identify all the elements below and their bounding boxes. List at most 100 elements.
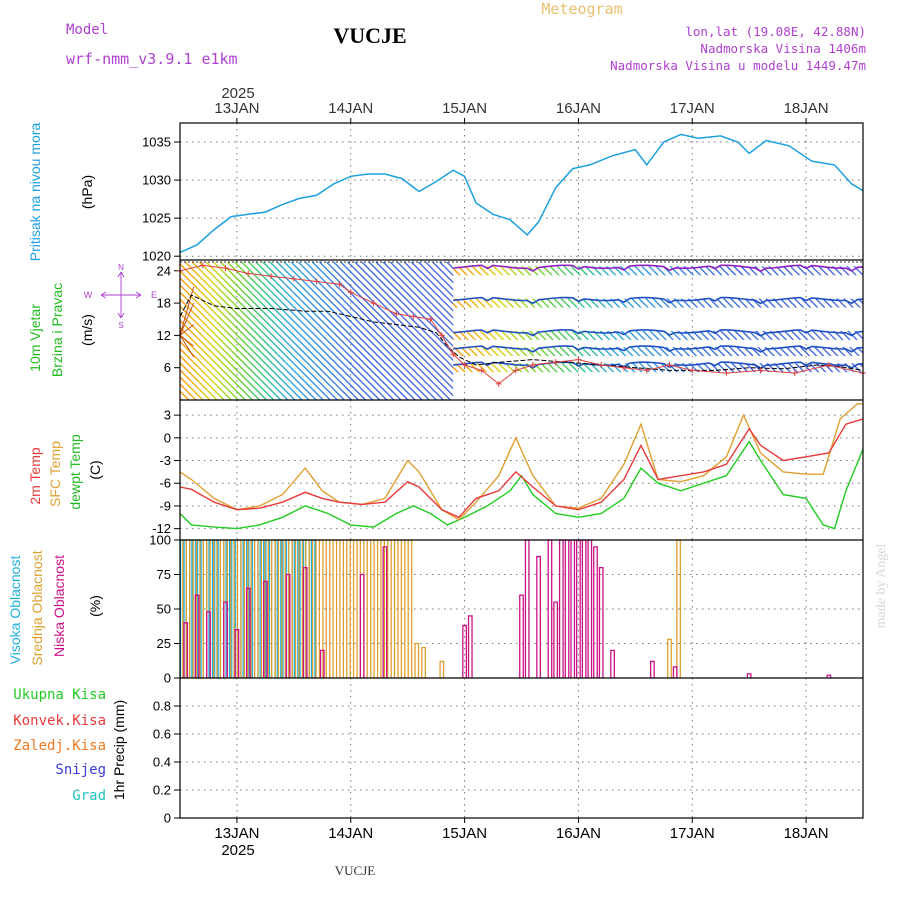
wind-gust-marker xyxy=(370,300,377,307)
wind-fan-line xyxy=(179,335,195,358)
compass-s: S xyxy=(118,321,123,330)
day-label-bottom: 16JAN xyxy=(556,825,601,842)
wind-hatch-early xyxy=(180,262,454,400)
y-tick-label: 50 xyxy=(157,602,171,617)
wind-gust-marker xyxy=(723,370,730,377)
y-tick-label: 1025 xyxy=(142,211,171,226)
model-label: Model xyxy=(66,22,108,38)
low-cloud-bar xyxy=(593,546,598,678)
precip-legend-snow: Snijeg xyxy=(55,762,106,778)
y-tick-label: 1030 xyxy=(142,173,171,188)
low-cloud-bar xyxy=(587,539,593,678)
compass-w: W xyxy=(84,290,93,300)
y-tick-label: 0.8 xyxy=(153,699,171,714)
wind-axis-title-2: Brzina i Pravac xyxy=(49,283,65,377)
low-cloud-bar xyxy=(359,573,365,678)
mid-cloud-bar xyxy=(387,539,392,678)
plot-frame xyxy=(179,122,864,819)
y-tick-label: 25 xyxy=(157,636,171,651)
wind-gust-marker xyxy=(245,270,252,277)
day-label-bottom: 15JAN xyxy=(442,825,487,842)
wind-gust-marker xyxy=(393,310,400,317)
wind-gust-marker xyxy=(427,316,434,323)
wind-gust-marker xyxy=(461,362,468,368)
wind-gust-marker xyxy=(268,273,275,280)
model-altitude-label: Nadmorska Visina u modelu 1449.47m xyxy=(610,58,866,73)
y-tick-label: -3 xyxy=(159,453,171,468)
footer-station: VUCJE xyxy=(335,863,376,878)
low-cloud-bar xyxy=(581,539,587,678)
temp-axis-unit: (C) xyxy=(87,460,103,479)
wind-gust-line xyxy=(179,264,864,385)
wind-speed-line xyxy=(179,294,864,371)
mid-cloud-bar xyxy=(439,660,445,678)
temp-axis-title-1: 2m Temp xyxy=(27,447,43,505)
low-cloud-bar xyxy=(576,539,581,678)
wind-bands xyxy=(180,262,863,400)
low-cloud-bar xyxy=(382,546,388,678)
low-cloud-bar xyxy=(319,649,325,678)
low-cloud-bar xyxy=(285,573,291,678)
mid-cloud-bar xyxy=(325,539,331,678)
y-tick-label: 1035 xyxy=(142,135,171,150)
compass-arrows xyxy=(100,271,142,319)
low-cloud-bar xyxy=(547,539,553,678)
low-cloud-bar xyxy=(570,539,576,678)
precip-axis-unit: 1hr Precip (mm) xyxy=(111,700,127,800)
day-label-bottom: 18JAN xyxy=(784,825,829,842)
cloud-axis-title-2: Srednja Oblacnost xyxy=(29,550,45,665)
wind-axis-unit: (m/s) xyxy=(79,314,95,346)
day-label-top: 14JAN xyxy=(328,100,373,117)
y-tick-label: 0 xyxy=(164,811,171,826)
pressure-axis-title: Pritisak na nivou mora xyxy=(27,123,43,262)
low-cloud-bar xyxy=(206,611,211,678)
compass-n: N xyxy=(118,263,124,272)
low-cloud-bar xyxy=(467,615,473,678)
wind-gust-marker xyxy=(313,278,320,285)
mid-cloud-bar xyxy=(373,539,379,678)
wind-band-edge xyxy=(453,345,864,353)
mid-cloud-bar xyxy=(332,539,338,678)
y-tick-label: 0 xyxy=(164,430,171,445)
day-label-top: 13JAN xyxy=(214,100,259,117)
y-tick-label: -12 xyxy=(152,521,171,536)
wind-gust-marker xyxy=(410,313,417,320)
mid-cloud-bar xyxy=(366,539,372,678)
wind-axis-title-1: 10m Vjetar xyxy=(27,304,43,372)
wind-gust-marker xyxy=(666,362,673,368)
y-tick-label: 75 xyxy=(157,567,171,582)
low-cloud-bar xyxy=(302,566,308,678)
lonlat-label: lon,lat (19.08E, 42.88N) xyxy=(685,24,866,39)
altitude-label: Nadmorska Visina 1406m xyxy=(700,41,866,56)
mid-cloud-bar xyxy=(339,539,345,678)
precip-legend-total: Ukupna Kisa xyxy=(13,687,106,703)
low-cloud-bar xyxy=(536,555,541,678)
y-tick-label: 100 xyxy=(149,533,171,548)
low-cloud-bar xyxy=(223,601,228,678)
y-tick-label: 12 xyxy=(157,328,171,343)
wind-fan-line xyxy=(179,334,194,347)
y-tick-label: 0.4 xyxy=(153,755,171,770)
y-tick-label: 0 xyxy=(164,671,171,686)
y-tick-label: 1020 xyxy=(142,249,171,264)
wind-hatch-band xyxy=(453,330,863,340)
day-label-top: 15JAN xyxy=(442,100,487,117)
y-tick-label: 0.6 xyxy=(153,727,171,742)
wind-gust-marker xyxy=(222,265,229,272)
wind-gust-marker xyxy=(791,370,798,377)
cloud-axis-title-1: Visoka Oblacnost xyxy=(7,556,23,665)
precip-legend-conv: Konvek.Kisa xyxy=(13,713,106,729)
mid-cloud-bar xyxy=(414,642,420,678)
wind-gust-marker xyxy=(336,281,343,288)
day-label-top: 18JAN xyxy=(784,100,829,117)
wind-fan-line xyxy=(179,302,195,336)
wind-gust-marker xyxy=(825,362,832,368)
wind-gust-marker xyxy=(757,367,764,374)
mid-cloud-bar xyxy=(421,646,427,678)
low-cloud-bar xyxy=(672,666,678,678)
wind-hatch-band xyxy=(453,298,863,308)
temp-2m-line xyxy=(179,418,864,519)
cloud-axis-unit: (%) xyxy=(87,595,103,617)
low-cloud-bar xyxy=(519,594,524,678)
